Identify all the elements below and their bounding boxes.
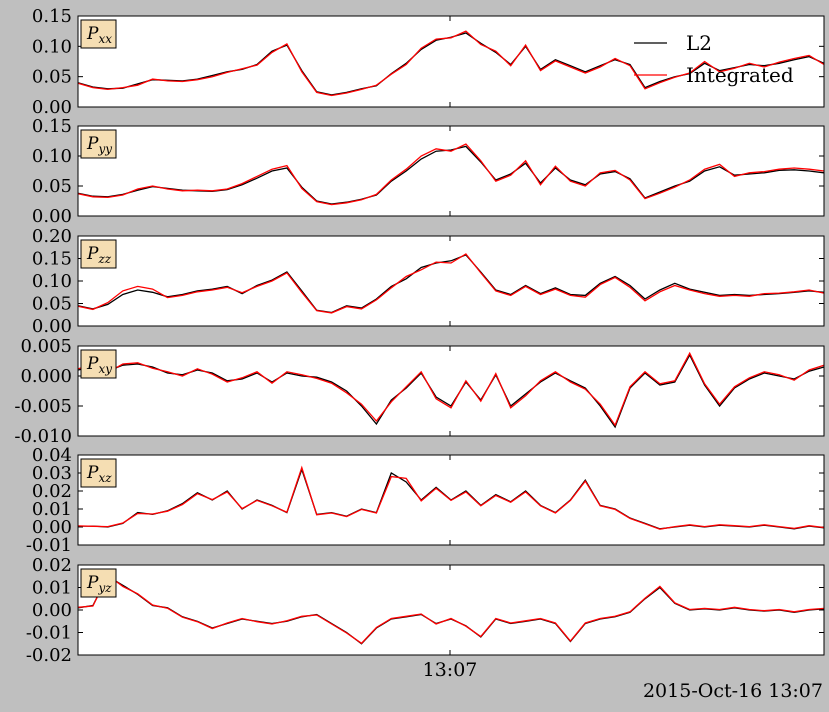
y-tick-label: 0.00 <box>32 97 72 118</box>
panel-label-subscript: xx <box>98 32 112 46</box>
y-tick-label: 0.10 <box>32 271 72 292</box>
y-tick-label: 0.15 <box>32 116 72 137</box>
legend-label-l2: L2 <box>686 31 712 55</box>
y-tick-label: 0.03 <box>32 463 72 484</box>
series-integrated-line <box>77 253 825 314</box>
panel-background <box>78 565 824 655</box>
y-tick-label: 0.02 <box>32 555 72 576</box>
y-tick-label: 0.000 <box>20 366 72 387</box>
panel-label-box <box>80 458 117 488</box>
y-tick-label: 0.00 <box>32 206 72 227</box>
legend: L2 Integrated <box>634 31 794 87</box>
panel-label-subscript: yz <box>97 581 112 595</box>
y-tick-label: 0.10 <box>32 36 72 57</box>
y-tick-label: 0.05 <box>32 176 72 197</box>
y-tick-label: -0.010 <box>14 426 72 447</box>
panel-frame <box>77 345 825 437</box>
panel-label-subscript: zz <box>97 252 111 266</box>
y-tick-label: 0.15 <box>32 6 72 27</box>
y-tick-label: -0.01 <box>26 535 72 556</box>
panel-label-box <box>80 129 117 159</box>
panel-frame <box>77 235 825 327</box>
panel-label-box <box>80 568 117 598</box>
panel-label-subscript: xy <box>98 362 112 376</box>
x-tick-label: 13:07 <box>423 659 478 681</box>
y-tick-label: -0.005 <box>14 396 72 417</box>
y-tick-label: 0.05 <box>32 67 72 88</box>
y-tick-label: 0.01 <box>32 499 72 520</box>
panel-background <box>78 16 824 107</box>
y-tick-label: -0.01 <box>26 623 72 644</box>
panel-label-box <box>80 349 117 379</box>
panel-background <box>78 346 824 436</box>
y-tick-label: 0.20 <box>32 226 72 247</box>
y-tick-label: 0.10 <box>32 146 72 167</box>
panel-label-box <box>80 19 117 49</box>
y-tick-label: 0.02 <box>32 481 72 502</box>
y-tick-label: 0.005 <box>20 336 72 357</box>
series-integrated-line <box>77 143 825 206</box>
panel-frame <box>77 15 825 108</box>
series-integrated-line <box>77 574 825 645</box>
panel-label-box <box>80 239 117 269</box>
y-tick-label: 0.01 <box>32 578 72 599</box>
series-l2-line <box>77 254 825 314</box>
panel-label-subscript: yy <box>97 142 112 156</box>
panel-frame <box>77 454 825 546</box>
series-integrated-line <box>77 30 825 97</box>
panel-frame <box>77 125 825 217</box>
time-stamp: 2015-Oct-16 13:07 <box>642 680 823 702</box>
panel-background <box>78 236 824 326</box>
y-tick-label: 0.05 <box>32 294 72 315</box>
y-tick-label: 0.00 <box>32 600 72 621</box>
series-integrated-line <box>77 465 825 530</box>
y-tick-label: 0.00 <box>32 316 72 337</box>
y-tick-label: -0.02 <box>26 645 72 666</box>
y-tick-label: 0.04 <box>32 445 72 466</box>
panel-background <box>78 126 824 216</box>
panel-frame <box>77 564 825 656</box>
panel-label-subscript: xz <box>98 471 112 485</box>
y-tick-label: 0.00 <box>32 517 72 538</box>
series-integrated-line <box>77 351 825 427</box>
legend-label-integrated: Integrated <box>686 63 794 87</box>
y-tick-label: 0.15 <box>32 249 72 270</box>
